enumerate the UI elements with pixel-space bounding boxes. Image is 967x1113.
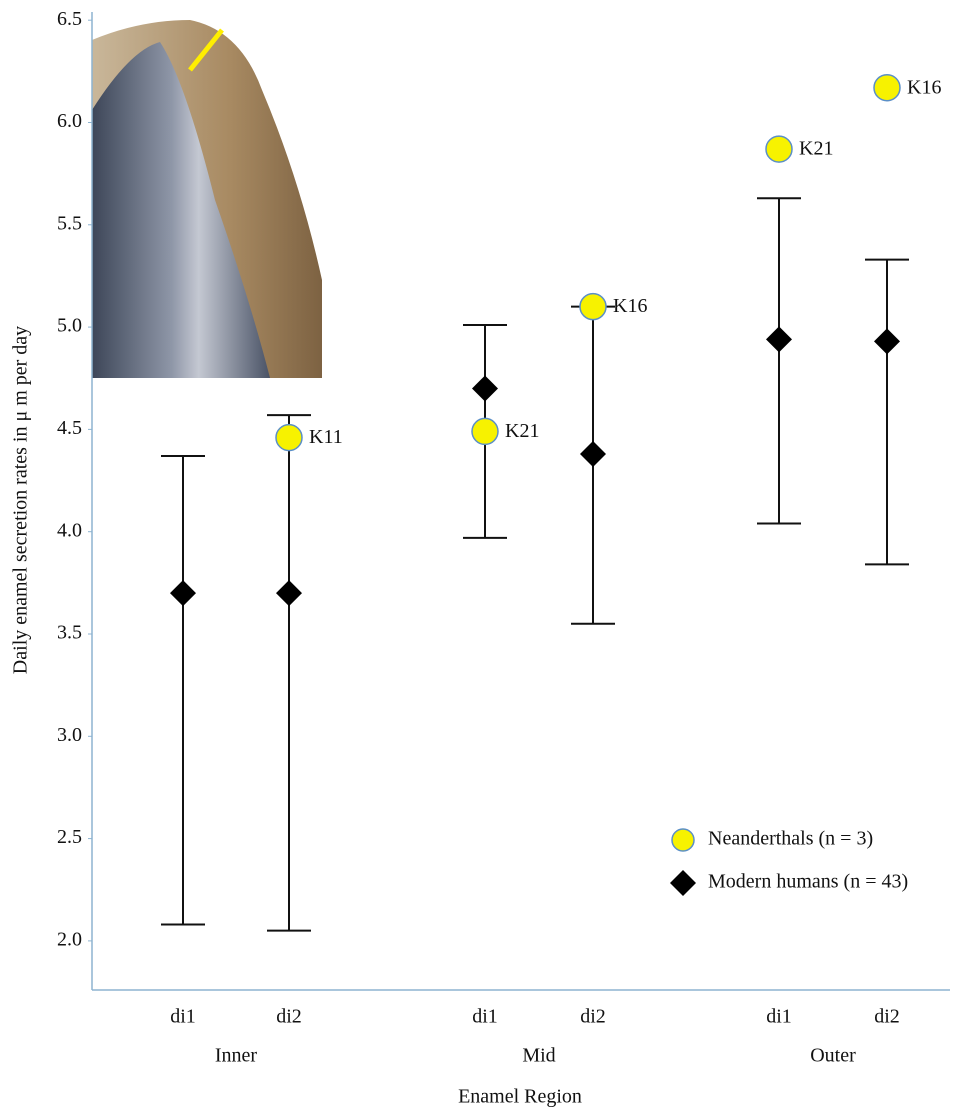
legend-marker	[672, 829, 694, 851]
y-tick-label: 2.0	[57, 928, 82, 950]
x-tick-label: di1	[170, 1006, 196, 1028]
neanderthal-point	[874, 75, 900, 101]
modern-mean	[472, 375, 498, 401]
y-axis-title: Daily enamel secretion rates in μ m per …	[10, 326, 32, 674]
x-tick-label: di2	[580, 1006, 606, 1028]
x-axis-title: Enamel Region	[458, 1086, 582, 1108]
neanderthal-point	[580, 294, 606, 320]
page: {"chart_data": { "type": "errorbar", "y_…	[0, 0, 967, 1113]
point-label: K21	[505, 420, 539, 442]
modern-mean	[766, 326, 792, 352]
x-tick-label: di1	[472, 1006, 498, 1028]
point-label: K16	[907, 76, 941, 98]
point-label: K16	[613, 295, 647, 317]
group-label: Outer	[810, 1045, 856, 1067]
y-tick-label: 4.0	[57, 519, 82, 541]
x-tick-label: di1	[766, 1006, 792, 1028]
y-tick-label: 5.5	[57, 212, 82, 234]
legend-label: Modern humans (n = 43)	[708, 871, 908, 893]
neanderthal-point	[472, 418, 498, 444]
point-label: K21	[799, 138, 833, 160]
group-label: Inner	[215, 1045, 258, 1067]
y-tick-label: 6.5	[57, 8, 82, 30]
group-label: Mid	[522, 1045, 555, 1067]
y-tick-label: 4.5	[57, 417, 82, 439]
legend-label: Neanderthals (n = 3)	[708, 828, 873, 850]
y-tick-label: 6.0	[57, 110, 82, 132]
tooth-inset	[92, 18, 322, 378]
neanderthal-point	[276, 425, 302, 451]
chart: Daily enamel secretion rates in μ m per …	[0, 0, 967, 1113]
neanderthal-point	[766, 136, 792, 162]
y-tick-label: 3.5	[57, 622, 82, 644]
legend-marker	[670, 870, 696, 896]
y-tick-label: 2.5	[57, 826, 82, 848]
modern-mean	[580, 441, 606, 467]
y-tick-label: 5.0	[57, 315, 82, 337]
y-tick-label: 3.0	[57, 724, 82, 746]
x-tick-label: di2	[874, 1006, 900, 1028]
x-tick-label: di2	[276, 1006, 302, 1028]
point-label: K11	[309, 426, 343, 448]
modern-mean	[874, 328, 900, 354]
modern-mean	[276, 580, 302, 606]
modern-mean	[170, 580, 196, 606]
